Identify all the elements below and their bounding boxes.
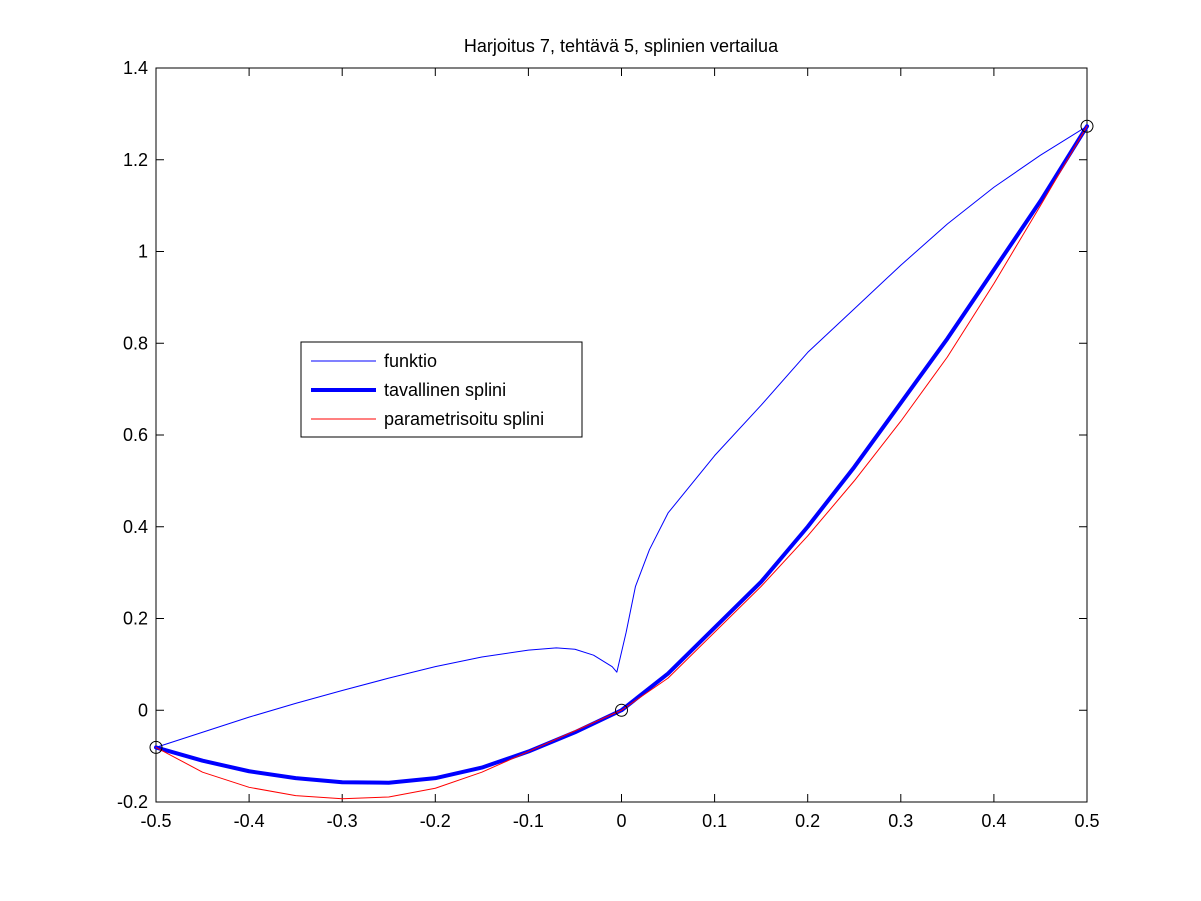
x-tick-label: -0.2 [420,811,451,831]
axis-ticks: -0.5 -0.4 -0.3 -0.2 -0.1 0 0.1 0.2 0.3 0.4 0.5 -0.2… [117,58,1100,831]
y-tick-label: 1 [138,242,148,262]
legend-label-parametrisoitu-splini: parametrisoitu splini [384,409,544,429]
x-tick-label: 0.3 [888,811,913,831]
y-tick-label: 0 [138,700,148,720]
x-tick-label: 0.1 [702,811,727,831]
x-tick-label: 0.4 [981,811,1006,831]
x-tick-label: 0.5 [1074,811,1099,831]
y-tick-label: 0.4 [123,517,148,537]
x-tick-label: -0.5 [140,811,171,831]
series-lines [154,124,1089,800]
data-point-marker [149,740,163,754]
legend-label-tavallinen-splini: tavallinen splini [384,380,506,400]
x-tick-label: 0.2 [795,811,820,831]
y-tick-label: 0.8 [123,333,148,353]
x-tick-label: -0.3 [327,811,358,831]
y-tick-label: -0.2 [117,792,148,812]
series-line-parametrisoitu-splini [155,125,1088,800]
x-tick-label: -0.4 [234,811,265,831]
legend: funktio tavallinen splini parametrisoitu… [300,341,583,438]
y-tick-label: 0.2 [123,609,148,629]
data-point-marker [615,703,628,717]
y-tick-label: 1.2 [123,150,148,170]
chart-title: Harjoitus 7, tehtävä 5, splinien vertail… [464,36,779,56]
series-line-funktio [155,125,1088,748]
data-point-marker [1080,119,1094,133]
x-tick-label: 0 [616,811,626,831]
data-markers [149,119,1094,754]
legend-label-funktio: funktio [384,351,437,371]
y-tick-label: 1.4 [123,58,148,78]
x-tick-label: -0.1 [513,811,544,831]
y-tick-label: 0.6 [123,425,148,445]
plot-area [155,67,1088,803]
